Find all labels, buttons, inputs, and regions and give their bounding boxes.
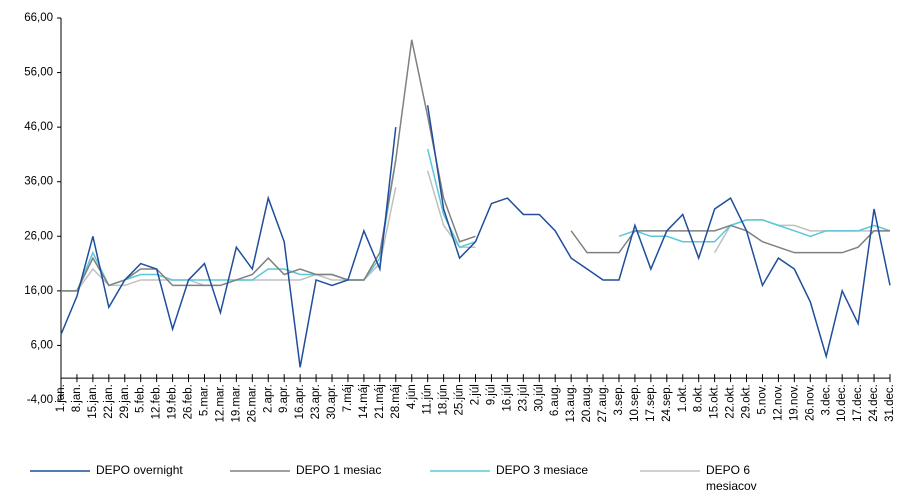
y-tick-label: 6,00 xyxy=(31,339,53,351)
x-tick-label: 23.júl xyxy=(517,384,529,412)
x-tick-label: 14.máj xyxy=(358,384,370,419)
x-tick-label: 28.máj xyxy=(390,384,402,419)
x-tick-label: 10.sep. xyxy=(629,384,641,422)
x-tick-label: 11.jún xyxy=(422,384,434,414)
y-tick-label: 16,00 xyxy=(24,285,53,297)
x-tick-label: 27.aug. xyxy=(597,384,609,422)
x-tick-label: 8.jan. xyxy=(71,384,83,412)
x-tick-label: 6.aug. xyxy=(549,384,561,416)
x-tick-label: 20.aug. xyxy=(581,384,593,422)
y-tick-label: 36,00 xyxy=(24,176,53,188)
legend-label: DEPO overnight xyxy=(96,463,183,477)
series-line xyxy=(61,170,890,292)
x-tick-label: 23.apr. xyxy=(310,384,322,419)
x-tick-label: 12.nov. xyxy=(772,384,784,421)
x-tick-label: 30.apr. xyxy=(326,384,338,419)
x-tick-label: 3.sep. xyxy=(613,384,625,415)
x-tick-label: 16.júl xyxy=(501,384,513,412)
x-tick-label: 4.jún xyxy=(406,384,418,409)
x-tick-label: 1.okt. xyxy=(677,384,689,412)
x-tick-label: 12.mar. xyxy=(214,384,226,422)
x-tick-label: 7.máj xyxy=(342,384,354,412)
x-tick-label: 29.okt. xyxy=(741,384,753,419)
x-tick-label: 22.okt. xyxy=(725,384,737,419)
x-tick-label: 17.dec. xyxy=(852,384,864,422)
x-tick-label: 30.júl xyxy=(533,384,545,412)
x-tick-label: 5.nov. xyxy=(756,384,768,414)
x-tick-label: 26.feb. xyxy=(183,384,195,419)
x-tick-label: 5.mar. xyxy=(199,384,211,416)
legend-label: DEPO 6 mesiacov xyxy=(706,463,757,493)
x-tick-label: 15.jan. xyxy=(87,384,99,419)
y-tick-label: 26,00 xyxy=(24,230,53,242)
x-tick-label: 26.nov. xyxy=(804,384,816,421)
y-tick-label: 66,00 xyxy=(24,12,53,24)
x-tick-label: 15.okt. xyxy=(709,384,721,419)
x-tick-label: 9.júl xyxy=(485,384,497,405)
x-tick-label: 17.sep. xyxy=(645,384,657,422)
x-tick-label: 18.jún xyxy=(438,384,450,415)
y-tick-label: 46,00 xyxy=(24,121,53,133)
x-tick-label: 19.nov. xyxy=(788,384,800,421)
x-tick-label: 29.jan. xyxy=(119,384,131,419)
x-tick-label: 3.dec. xyxy=(820,384,832,415)
x-tick-label: 25.jún xyxy=(454,384,466,415)
x-tick-label: 31.dec. xyxy=(884,384,896,422)
x-tick-label: 22.jan. xyxy=(103,384,115,419)
x-tick-label: 9.apr. xyxy=(278,384,290,413)
legend-label: DEPO 1 mesiac xyxy=(296,463,381,477)
series-line xyxy=(60,105,891,368)
x-tick-label: 10.dec. xyxy=(836,384,848,422)
x-tick-label: 26.mar. xyxy=(246,384,258,422)
x-tick-label: 19.feb. xyxy=(167,384,179,419)
x-tick-label: 13.aug. xyxy=(565,384,577,422)
legend-label: DEPO 3 mesiace xyxy=(496,463,588,477)
x-tick-label: 12.feb. xyxy=(151,384,163,419)
series-line xyxy=(61,148,891,292)
x-tick-label: 5.feb. xyxy=(135,384,147,413)
x-tick-label: 8.okt. xyxy=(693,384,705,412)
x-tick-label: 16.apr. xyxy=(294,384,306,419)
y-tick-label: -4,00 xyxy=(27,394,53,406)
y-tick-label: 56,00 xyxy=(24,67,53,79)
x-tick-label: 19.mar. xyxy=(230,384,242,422)
x-tick-label: 1.jan. xyxy=(55,384,67,412)
x-tick-label: 2.apr. xyxy=(262,384,274,413)
x-tick-label: 24.sep. xyxy=(661,384,673,422)
series-line xyxy=(61,39,890,292)
x-tick-label: 24.dec. xyxy=(868,384,880,422)
x-tick-label: 2.júl xyxy=(470,384,482,405)
x-tick-label: 21.máj xyxy=(374,384,386,419)
